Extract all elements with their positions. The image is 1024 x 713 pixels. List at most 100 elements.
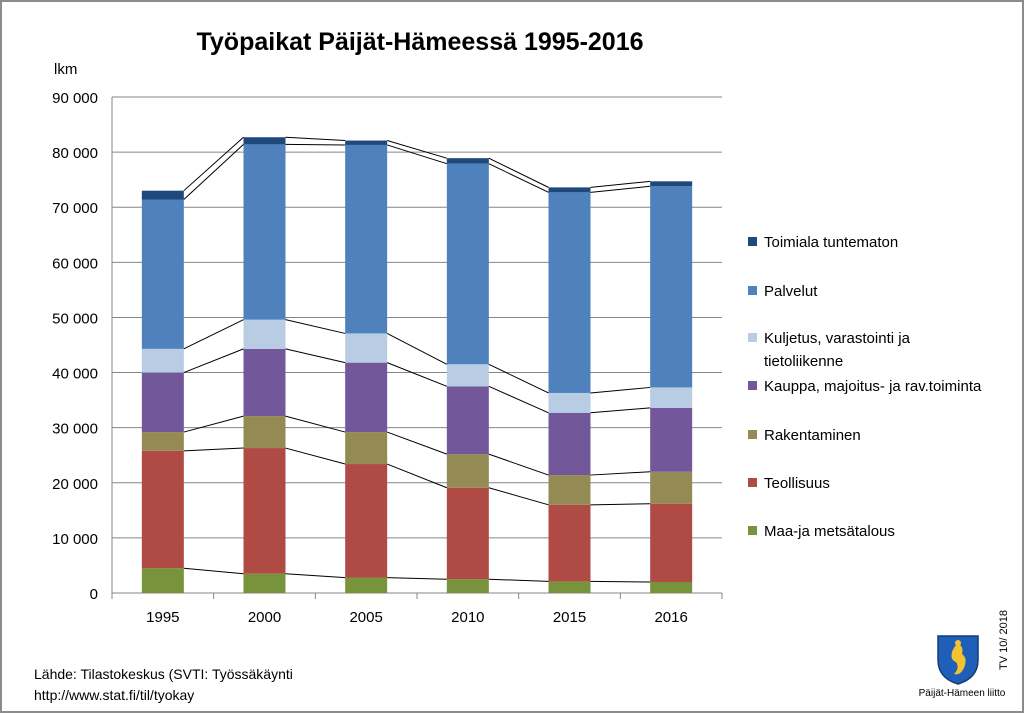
x-tick-label: 1995 (146, 609, 179, 626)
x-tick-label: 2010 (451, 609, 484, 626)
bar-2005-series-1 (345, 464, 388, 578)
legend-label: Maa-ja metsätalous (764, 523, 895, 540)
y-tick-label: 70 000 (52, 200, 98, 217)
y-tick-label: 80 000 (52, 145, 98, 162)
legend-swatch (748, 333, 757, 342)
bar-2005-series-3 (345, 362, 388, 433)
legend-label: Teollisuus (764, 475, 830, 492)
bar-2005-series-5 (345, 144, 388, 334)
series-connector-2 (488, 453, 549, 476)
series-connector-4 (183, 319, 244, 350)
series-connector-1 (285, 447, 346, 465)
y-tick-label: 60 000 (52, 255, 98, 272)
bar-2000-series-5 (243, 144, 286, 320)
series-connector-4 (488, 363, 549, 394)
chart-title: Työpaikat Päijät-Hämeessä 1995-2016 (196, 28, 644, 56)
report-tag: TV 10/ 2018 (998, 610, 1010, 670)
series-connector-3 (386, 362, 448, 387)
bar-2000-series-1 (243, 448, 286, 574)
series-connector-6 (387, 140, 447, 159)
source-line-1: Lähde: Tilastokeskus (SVTI: Työssäkäynti (34, 666, 293, 682)
bar-2015-series-3 (548, 412, 591, 476)
y-tick-label: 0 (90, 586, 98, 603)
source-line-2: http://www.stat.fi/til/tyokay (34, 687, 195, 703)
bar-2010-series-0 (446, 579, 489, 593)
series-connector-0 (183, 567, 244, 575)
series-connector-2 (386, 431, 448, 455)
bar-2005-series-4 (345, 333, 388, 363)
legend-swatch (748, 478, 757, 487)
bar-2000-series-3 (243, 348, 286, 417)
series-connector-1 (183, 447, 244, 452)
bar-2015-series-4 (548, 392, 591, 413)
bar-2005-series-0 (345, 577, 388, 593)
x-tick-label: 2005 (349, 609, 382, 626)
series-connector-5 (488, 163, 549, 193)
bar-1995-series-6 (141, 190, 184, 200)
legend-label: Rakentaminen (764, 427, 861, 444)
series-connector-5 (590, 185, 651, 193)
bar-2016-series-3 (650, 407, 693, 472)
legend-swatch (748, 286, 757, 295)
x-tick-label: 2000 (248, 609, 281, 626)
series-connector-0 (285, 573, 346, 579)
series-connector-6 (590, 180, 651, 188)
series-connector-5 (183, 144, 244, 200)
series-connector-0 (387, 577, 447, 580)
y-tick-label: 20 000 (52, 476, 98, 493)
legend-swatch (748, 237, 757, 246)
bar-1995-series-4 (141, 348, 184, 373)
y-tick-label: 30 000 (52, 421, 98, 438)
coat-of-arms-icon (937, 635, 979, 685)
bar-1995-series-2 (141, 432, 184, 451)
series-connector-4 (285, 319, 346, 334)
x-tick-label: 2016 (654, 609, 687, 626)
x-tick-label: 2015 (553, 609, 586, 626)
legend-swatch (748, 381, 757, 390)
bar-2015-series-2 (548, 475, 591, 505)
legend-label: Kuljetus, varastointi ja tietoliikenne (764, 330, 911, 370)
series-connector-3 (488, 385, 549, 414)
organization-name: Päijät-Hämeen liitto (918, 688, 1006, 699)
bar-2016-series-0 (650, 581, 693, 593)
bar-2010-series-4 (446, 364, 489, 387)
y-tick-label: 10 000 (52, 531, 98, 548)
legend-label: Kauppa, majoitus- ja rav.toiminta (764, 378, 982, 395)
bar-2016-series-6 (650, 181, 693, 187)
y-axis-label: lkm (54, 61, 77, 78)
bar-2010-series-5 (446, 163, 489, 365)
bar-2005-series-2 (345, 432, 388, 465)
bar-2015-series-1 (548, 504, 591, 582)
series-connector-5 (285, 143, 346, 146)
series-connector-6 (183, 136, 244, 192)
series-connector-2 (590, 471, 651, 476)
bar-1995-series-0 (141, 568, 184, 593)
legend-label: Toimiala tuntematon (764, 234, 898, 251)
bar-1995-series-1 (141, 450, 184, 569)
bar-2010-series-2 (446, 454, 489, 488)
series-connector-2 (285, 415, 346, 433)
bar-1995-series-5 (141, 199, 184, 349)
bar-2000-series-4 (243, 319, 286, 349)
series-connector-1 (386, 463, 448, 489)
series-connector-4 (386, 332, 448, 365)
series-connector-5 (387, 144, 447, 165)
bar-2016-series-2 (650, 471, 693, 504)
series-connector-3 (183, 348, 244, 374)
series-connector-6 (285, 136, 346, 142)
y-tick-label: 40 000 (52, 366, 98, 383)
series-connector-1 (488, 487, 549, 506)
bar-2000-series-6 (243, 137, 286, 145)
bar-2000-series-2 (243, 416, 286, 449)
series-connector-0 (590, 580, 651, 583)
bar-2010-series-3 (446, 386, 489, 455)
y-tick-label: 50 000 (52, 310, 98, 327)
legend-label: Palvelut (764, 283, 818, 300)
y-tick-label: 90 000 (52, 90, 98, 107)
bar-1995-series-3 (141, 372, 184, 433)
series-connector-6 (488, 157, 549, 188)
series-connector-3 (285, 348, 346, 364)
bar-2015-series-5 (548, 192, 591, 393)
source-note: Lähde: Tilastokeskus (SVTI: Työssäkäynti… (34, 664, 293, 706)
